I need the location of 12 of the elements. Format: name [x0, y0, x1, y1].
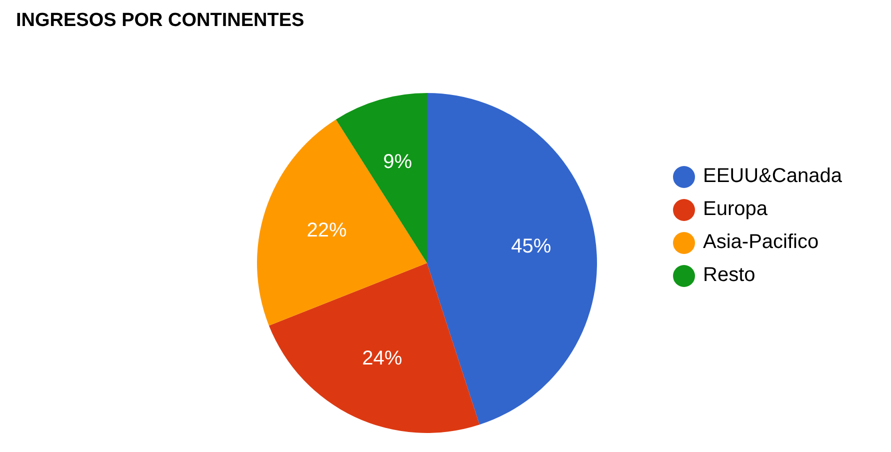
chart-title: INGRESOS POR CONTINENTES [16, 10, 304, 32]
pie-slice [427, 93, 597, 425]
pie-slice [257, 119, 427, 326]
data-label: 45% [511, 236, 552, 258]
data-label: 22% [306, 219, 347, 242]
legend-label: Asia-Pacifico [703, 231, 819, 253]
data-label: 9% [383, 150, 412, 173]
legend-label: Resto [703, 264, 756, 286]
legend-label: EEUU&Canada [703, 165, 842, 187]
pie-slice [268, 263, 480, 433]
legend-label: Europa [703, 198, 768, 220]
data-label: 24% [362, 347, 402, 370]
